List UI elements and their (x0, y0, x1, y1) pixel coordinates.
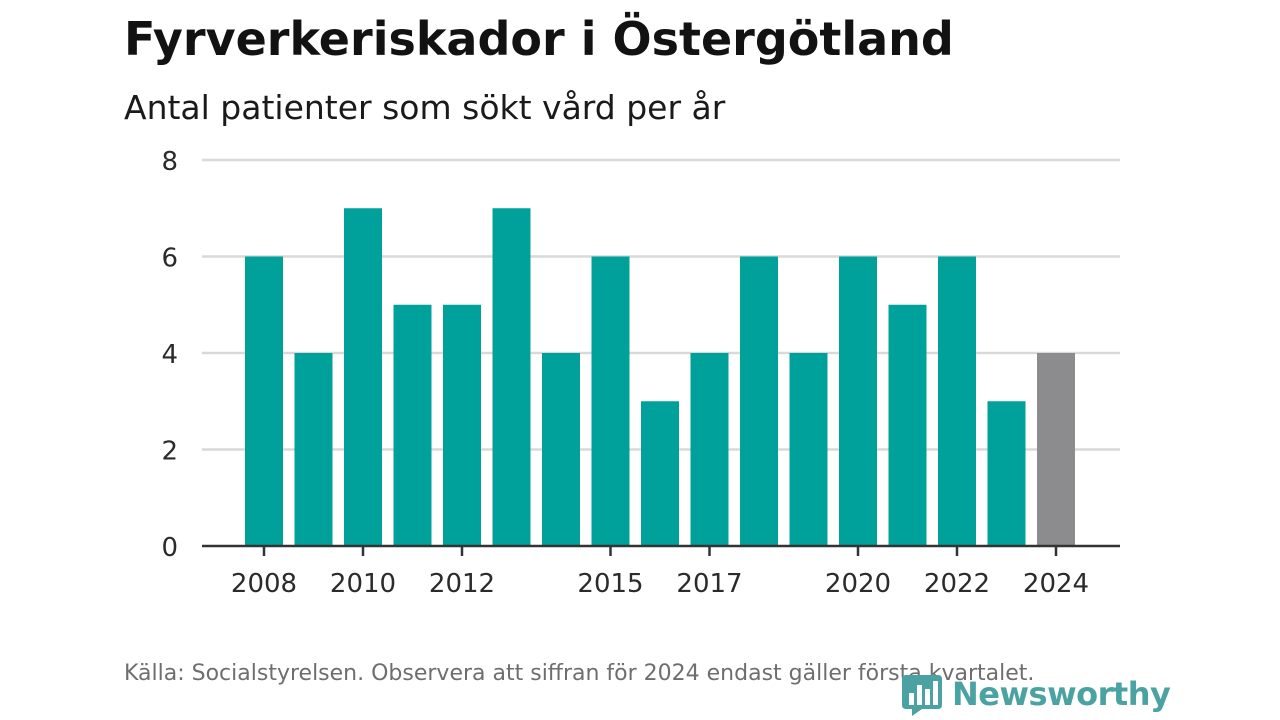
x-tick-label: 2022 (924, 569, 990, 599)
bar-chart: 0 2 4 6 8 2008 2010 2012 2015 2017 2020 2022 2024 (161, 147, 1120, 599)
bar-2019 (789, 353, 828, 546)
chart-title: Fyrverkeriskador i Östergötland (124, 12, 954, 66)
logo-text: Newsworthy (952, 675, 1171, 713)
bar-2023 (987, 401, 1026, 546)
bar-2010 (344, 208, 382, 546)
newsworthy-logo: Newsworthy (900, 670, 1171, 718)
bar-2011 (393, 304, 432, 546)
bar-2021 (888, 304, 927, 546)
bar-2014 (542, 353, 580, 546)
x-tick-label: 2024 (1023, 569, 1089, 599)
x-tick-label: 2008 (231, 569, 297, 599)
source-footnote: Källa: Socialstyrelsen. Observera att si… (124, 661, 1035, 686)
y-axis-labels: 0 2 4 6 8 (161, 147, 178, 563)
y-tick-label: 8 (161, 147, 178, 177)
chart-subtitle: Antal patienter som sökt vård per år (124, 88, 726, 127)
y-tick-label: 2 (161, 437, 178, 467)
x-tick-label: 2017 (676, 569, 742, 599)
bar-2012 (443, 304, 481, 546)
bars (245, 208, 1075, 546)
y-tick-label: 0 (161, 533, 178, 563)
x-axis-labels: 2008 2010 2012 2015 2017 2020 2022 2024 (231, 569, 1089, 599)
x-tick-label: 2020 (825, 569, 891, 599)
bar-2020 (839, 256, 877, 546)
bar-2024 (1037, 353, 1075, 546)
x-tick-label: 2012 (429, 569, 495, 599)
bar-2016 (641, 401, 679, 546)
x-axis (202, 544, 1120, 556)
bar-chart-logo-icon (902, 675, 942, 716)
bar-2009 (294, 353, 333, 546)
bar-2018 (740, 256, 778, 546)
y-tick-label: 6 (161, 244, 178, 274)
y-tick-label: 4 (161, 340, 178, 370)
bar-2008 (245, 256, 283, 546)
x-tick-label: 2015 (577, 569, 643, 599)
bar-2017 (690, 353, 729, 546)
bar-2013 (492, 208, 531, 546)
bar-2022 (938, 256, 976, 546)
x-tick-label: 2010 (330, 569, 396, 599)
bar-2015 (591, 256, 630, 546)
